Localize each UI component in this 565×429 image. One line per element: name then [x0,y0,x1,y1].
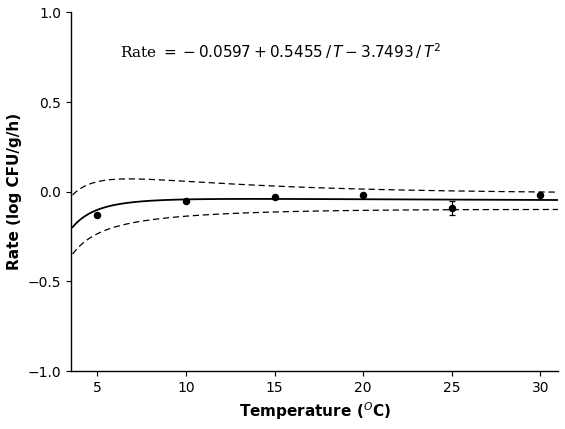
Y-axis label: Rate (log CFU/g/h): Rate (log CFU/g/h) [7,113,22,270]
X-axis label: Temperature ($^O$C): Temperature ($^O$C) [238,400,390,422]
Text: Rate $= -0.0597 + 0.5455\,/\,T - 3.7493\,/\,T^2$: Rate $= -0.0597 + 0.5455\,/\,T - 3.7493\… [120,41,441,61]
